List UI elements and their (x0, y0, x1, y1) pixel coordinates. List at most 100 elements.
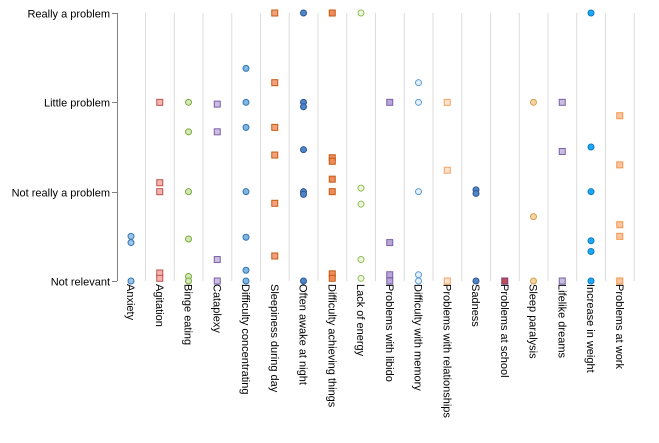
y-axis (112, 13, 118, 282)
data-point (415, 98, 422, 106)
data-point (616, 161, 624, 169)
data-point (300, 277, 307, 285)
data-point (587, 188, 595, 196)
y-tick-label: Not really a problem (12, 188, 110, 200)
data-point (558, 147, 566, 155)
data-point (328, 157, 336, 165)
data-point (415, 188, 422, 196)
x-tick-label: Problems at school (498, 284, 510, 378)
data-point (271, 123, 279, 131)
y-tick-label: Not relevant (51, 277, 110, 289)
data-point (156, 179, 164, 187)
data-point (558, 98, 566, 106)
x-tick-label: Lifelike dreams (555, 284, 567, 358)
data-point (357, 9, 365, 17)
data-point (242, 98, 250, 106)
y-tick-labels: Not relevant Not really a problem Little p… (12, 9, 110, 289)
x-tick-label: Increase in weight (584, 284, 596, 373)
data-point (300, 9, 307, 17)
data-point (415, 277, 422, 285)
y-tick-label: Really a problem (27, 9, 110, 21)
data-point (271, 252, 279, 260)
x-tick-label: Sadness (469, 284, 481, 327)
data-point (156, 98, 164, 106)
data-point (242, 123, 250, 131)
data-point (386, 239, 394, 247)
data-point (587, 143, 595, 151)
data-point (386, 98, 394, 106)
data-point (242, 64, 250, 72)
data-point (185, 128, 192, 136)
data-point (271, 79, 279, 87)
data-points (127, 9, 624, 285)
gridlines (145, 13, 635, 281)
data-point (328, 188, 336, 196)
data-point (213, 128, 221, 136)
data-point (587, 237, 595, 245)
x-tick-label: Difficulty with memory (412, 284, 424, 391)
x-tick-label: Lack of energy (354, 284, 366, 357)
data-point (242, 188, 250, 196)
data-point (242, 277, 250, 285)
x-tick-label: Binge eating (182, 284, 194, 345)
data-point (415, 271, 422, 279)
x-tick-label: Anxiety (124, 284, 136, 321)
data-point (415, 79, 422, 87)
data-point (472, 277, 480, 285)
data-point (587, 248, 595, 256)
data-point (357, 200, 365, 208)
data-point (530, 98, 537, 106)
data-point (271, 151, 279, 159)
x-tick-labels: Anxiety Agitation Binge eating Cataplexy Dif… (124, 284, 625, 418)
data-point (300, 190, 307, 198)
data-point (127, 232, 135, 240)
data-point (156, 188, 164, 196)
data-point (271, 199, 279, 207)
data-point (587, 277, 595, 285)
x-tick-label: Cataplexy (210, 284, 222, 333)
x-tick-label: Problems with relationships (440, 284, 452, 418)
data-point (242, 233, 250, 241)
data-point (213, 100, 221, 108)
data-point (616, 112, 624, 120)
data-point (357, 256, 365, 264)
data-point (616, 277, 624, 285)
data-point (357, 274, 365, 282)
data-point (127, 239, 135, 247)
data-point (156, 274, 164, 282)
data-point (328, 9, 336, 17)
data-point (127, 277, 135, 285)
x-tick-label: Often awake at night (297, 284, 309, 385)
data-point (443, 277, 451, 285)
x-tick-label: Difficulty concentrating (239, 284, 251, 394)
data-point (386, 271, 394, 279)
data-point (530, 277, 537, 285)
x-tick-label: Problems at work (613, 284, 625, 369)
data-point (587, 9, 595, 17)
data-point (242, 266, 250, 274)
data-point (213, 277, 221, 285)
data-point (271, 9, 279, 17)
x-tick-label: Sleep paralysis (527, 284, 539, 359)
x-tick-label: Agitation (153, 284, 165, 327)
x-tick-label: Sleepiness during day (268, 284, 280, 393)
data-point (501, 277, 509, 285)
data-point (185, 277, 192, 285)
data-point (616, 221, 624, 229)
data-point (357, 184, 365, 192)
data-point (616, 232, 624, 240)
data-point (300, 146, 307, 154)
data-point (558, 277, 566, 285)
data-point (472, 189, 480, 197)
data-point (443, 98, 451, 106)
data-point (443, 166, 451, 174)
data-point (386, 277, 394, 285)
data-point (300, 103, 307, 111)
data-point (185, 188, 192, 196)
data-point (185, 98, 192, 106)
data-point (213, 256, 221, 264)
data-point (530, 213, 537, 221)
data-point (185, 235, 192, 243)
